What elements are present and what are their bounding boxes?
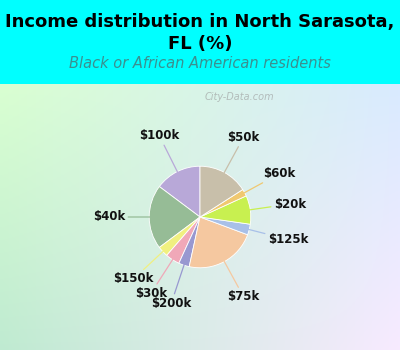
Text: $150k: $150k xyxy=(114,247,167,285)
Text: $125k: $125k xyxy=(243,228,308,246)
Wedge shape xyxy=(189,217,248,268)
Wedge shape xyxy=(200,166,243,217)
Text: $100k: $100k xyxy=(139,130,180,177)
Text: Black or African American residents: Black or African American residents xyxy=(69,56,331,71)
Wedge shape xyxy=(159,166,200,217)
Text: $40k: $40k xyxy=(93,210,155,224)
Text: City-Data.com: City-Data.com xyxy=(205,92,274,102)
Text: $60k: $60k xyxy=(239,167,296,196)
Wedge shape xyxy=(200,217,250,235)
Wedge shape xyxy=(200,190,246,217)
Text: $75k: $75k xyxy=(222,256,260,303)
Text: $50k: $50k xyxy=(222,131,260,178)
Text: $30k: $30k xyxy=(135,254,176,300)
Wedge shape xyxy=(159,217,200,256)
Wedge shape xyxy=(167,217,200,263)
Text: $200k: $200k xyxy=(151,259,192,309)
Wedge shape xyxy=(200,196,251,224)
Text: Income distribution in North Sarasota,
FL (%): Income distribution in North Sarasota, F… xyxy=(5,13,395,53)
Wedge shape xyxy=(179,217,200,267)
Text: $20k: $20k xyxy=(244,198,306,211)
Wedge shape xyxy=(149,187,200,247)
